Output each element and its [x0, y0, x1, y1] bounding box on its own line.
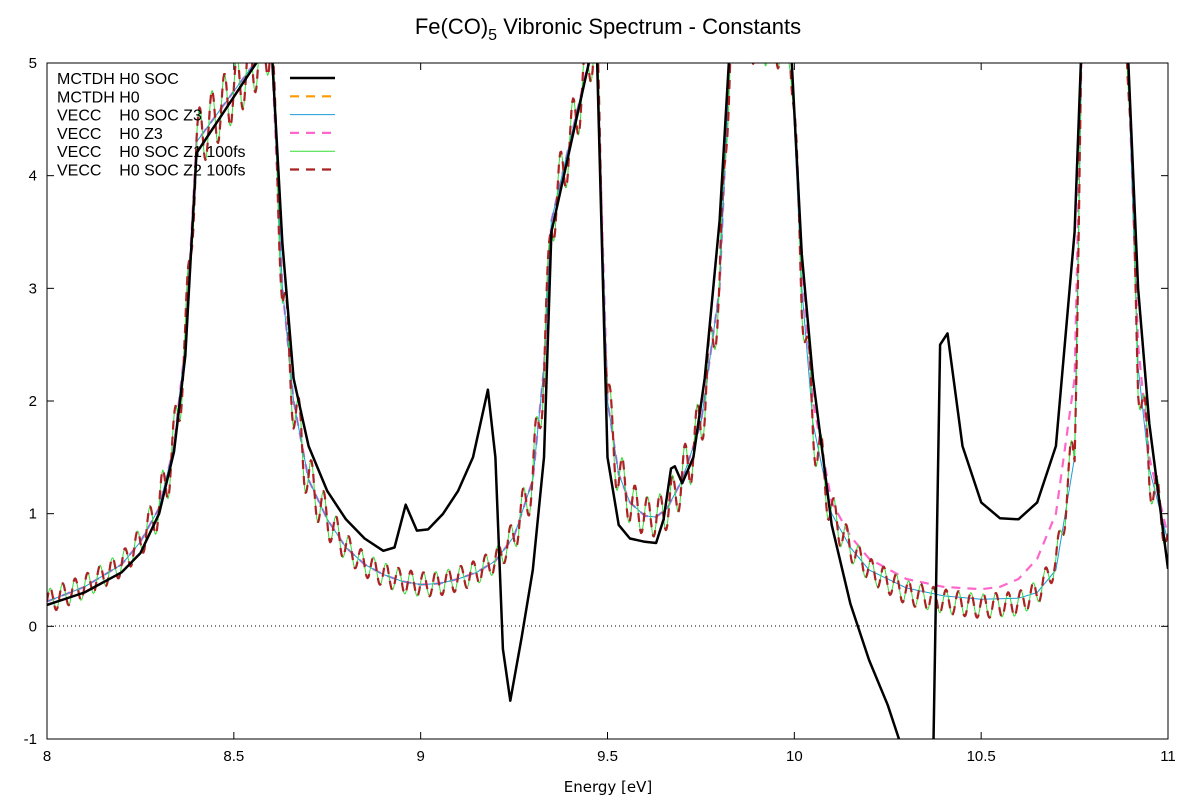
y-tick-label: -1 [24, 731, 37, 748]
x-tick-label: 9 [416, 748, 424, 765]
legend-label: VECC H0 SOC Z3 [57, 108, 202, 125]
ticks-layer: 8 8.5 9 9.5 10 10.5 11 -1 0 1 2 3 4 5 [24, 55, 1176, 765]
y-tick-label: 0 [29, 618, 37, 635]
x-tick-label: 8.5 [223, 748, 244, 765]
legend-label: MCTDH H0 SOC [57, 71, 179, 88]
y-tick-label: 4 [29, 168, 37, 185]
x-axis-label: Energy [eV] [564, 778, 652, 796]
series-line-5 [47, 63, 1168, 619]
x-tick-label: 10 [786, 748, 803, 765]
series-line-6 [47, 63, 1168, 619]
x-tick-label: 8 [43, 748, 51, 765]
legend-label: MCTDH H0 [57, 89, 140, 106]
x-tick-label: 10.5 [967, 748, 996, 765]
y-tick-label: 3 [29, 280, 37, 297]
x-tick-label: 9.5 [597, 748, 618, 765]
chart-title: Fe(CO)5 Vibronic Spectrum - Constants [415, 14, 801, 44]
legend-label: VECC H0 Z3 [57, 126, 163, 143]
series-layer [47, 63, 1168, 739]
legend-label: VECC H0 SOC Z2 100fs [57, 163, 246, 180]
legend-label: VECC H0 SOC Z1 100fs [57, 144, 246, 161]
y-tick-label: 1 [29, 506, 37, 523]
chart-title-subscript: 5 [488, 27, 497, 44]
y-tick-label: 2 [29, 393, 37, 410]
series-line-1 [47, 63, 1168, 739]
x-tick-label: 11 [1160, 748, 1176, 765]
y-tick-label: 5 [29, 55, 37, 72]
